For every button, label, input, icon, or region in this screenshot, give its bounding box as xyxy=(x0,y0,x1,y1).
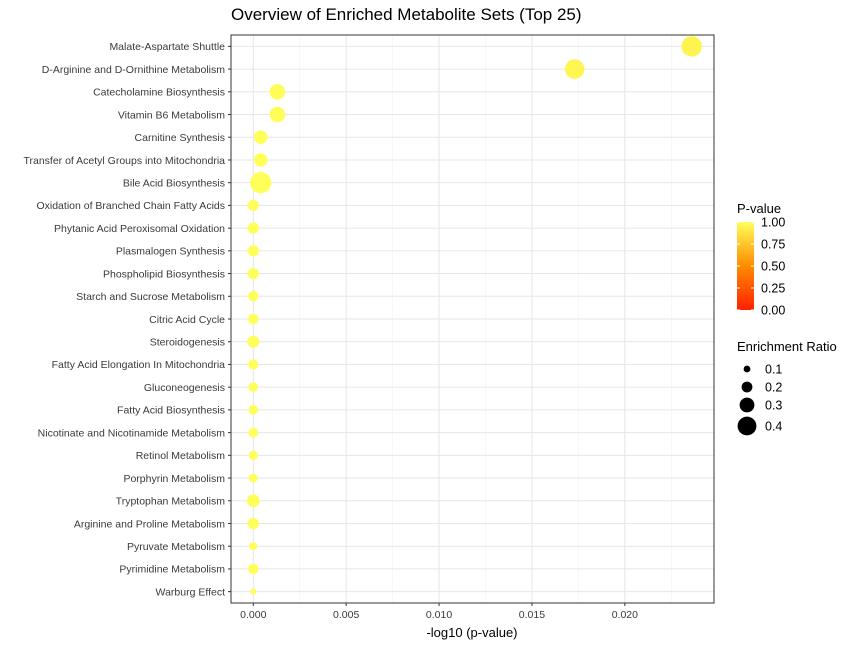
y-tick-label: Porphyrin Metabolism xyxy=(123,473,225,485)
colorbar-label: 0.50 xyxy=(761,260,785,274)
y-tick-label: Oxidation of Branched Chain Fatty Acids xyxy=(36,200,225,212)
data-point xyxy=(247,222,259,234)
grid-lines xyxy=(231,35,714,603)
data-point xyxy=(248,359,259,370)
pvalue-colorbar xyxy=(737,222,754,310)
y-tick-label: Nicotinate and Nicotinamide Metabolism xyxy=(38,427,226,439)
x-tick-label: 0.015 xyxy=(519,609,545,621)
y-tick-label: Pyruvate Metabolism xyxy=(127,541,225,553)
size-legend-label: 0.1 xyxy=(765,363,782,377)
x-tick-label: 0.020 xyxy=(612,609,638,621)
data-point xyxy=(248,563,259,575)
data-point xyxy=(248,427,259,438)
x-tick-label: 0.000 xyxy=(240,609,266,621)
data-point xyxy=(246,494,260,508)
data-point xyxy=(681,36,702,57)
data-points xyxy=(246,36,702,595)
y-tick-label: Steroidogenesis xyxy=(150,337,225,349)
pvalue-legend: P-value 1.00 0.75 0.50 0.25 0.00 xyxy=(737,201,785,318)
y-tick-label: Warburg Effect xyxy=(156,586,226,598)
y-tick-label: Citric Acid Cycle xyxy=(149,314,225,326)
y-tick-label: Carnitine Synthesis xyxy=(135,132,225,144)
y-tick-label: Retinol Metabolism xyxy=(136,450,226,462)
pvalue-legend-title: P-value xyxy=(737,201,781,216)
data-point xyxy=(247,335,260,348)
y-tick-label: Malate-Aspartate Shuttle xyxy=(109,41,225,53)
size-legend-key xyxy=(741,381,753,393)
data-point xyxy=(253,130,268,145)
y-tick-label: Fatty Acid Biosynthesis xyxy=(117,405,225,417)
y-tick-label: Pyrimidine Metabolism xyxy=(119,564,225,576)
data-point xyxy=(247,517,259,530)
y-tick-label: Vitamin B6 Metabolism xyxy=(118,109,225,121)
data-point xyxy=(247,267,259,280)
size-legend-label: 0.3 xyxy=(765,399,782,413)
data-point xyxy=(253,153,268,167)
x-axis-ticks: 0.000 0.005 0.010 0.015 0.020 xyxy=(240,603,638,621)
data-point xyxy=(269,84,286,100)
data-point xyxy=(247,245,259,257)
y-tick-label: Gluconeogenesis xyxy=(144,382,225,394)
data-point xyxy=(248,450,258,460)
y-tick-label: Phytanic Acid Peroxisomal Oxidation xyxy=(54,223,225,235)
x-tick-label: 0.005 xyxy=(333,609,359,621)
y-tick-label: Bile Acid Biosynthesis xyxy=(123,177,225,189)
data-point xyxy=(564,59,585,79)
data-point xyxy=(249,542,258,551)
data-point xyxy=(248,382,259,392)
colorbar-label: 0.25 xyxy=(761,282,785,296)
data-point xyxy=(248,291,259,302)
data-point xyxy=(247,199,259,211)
x-tick-label: 0.010 xyxy=(426,609,452,621)
data-point xyxy=(248,405,259,415)
chart-title: Overview of Enriched Metabolite Sets (To… xyxy=(231,5,582,24)
data-point xyxy=(250,172,272,194)
y-tick-label: D-Arginine and D-Ornithine Metabolism xyxy=(42,64,225,76)
y-tick-label: Starch and Sucrose Metabolism xyxy=(76,291,225,303)
y-tick-label: Tryptophan Metabolism xyxy=(116,496,226,508)
enrichment-ratio-legend-title: Enrichment Ratio xyxy=(737,339,837,354)
colorbar-label: 0.00 xyxy=(761,304,785,318)
enrichment-ratio-legend: Enrichment Ratio 0.1 0.2 0.3 0.4 xyxy=(737,339,837,436)
y-tick-label: Catecholamine Biosynthesis xyxy=(93,87,225,99)
y-tick-label: Fatty Acid Elongation In Mitochondria xyxy=(52,359,226,371)
y-tick-label: Arginine and Proline Metabolism xyxy=(74,518,225,530)
size-legend-label: 0.4 xyxy=(765,420,782,434)
size-legend-label: 0.2 xyxy=(765,381,782,395)
data-point xyxy=(248,473,258,483)
y-tick-label: Plasmalogen Synthesis xyxy=(116,246,225,258)
data-point xyxy=(269,106,286,123)
y-axis-labels: Malate-Aspartate Shuttle D-Arginine and D… xyxy=(23,41,231,598)
data-point xyxy=(248,313,259,325)
colorbar-label: 1.00 xyxy=(761,216,785,230)
size-legend-key xyxy=(743,365,751,373)
y-tick-label: Phospholipid Biosynthesis xyxy=(103,268,225,280)
y-tick-label: Transfer of Acetyl Groups into Mitochond… xyxy=(23,155,225,167)
colorbar-label: 0.75 xyxy=(761,238,785,252)
size-legend-key xyxy=(739,397,755,413)
x-axis-title: -log10 (p-value) xyxy=(426,625,517,640)
data-point xyxy=(250,588,257,595)
size-legend-key xyxy=(737,416,757,436)
